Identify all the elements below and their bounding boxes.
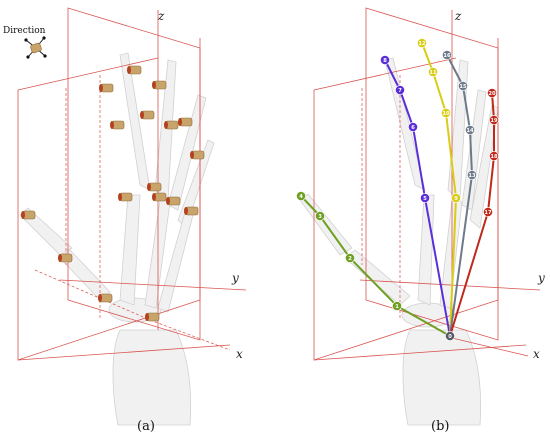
joint-label: 19: [490, 118, 498, 124]
imu-sensor-icon: [99, 83, 114, 93]
joint-label: 1: [395, 304, 399, 310]
joint-node-11: 11: [428, 67, 438, 77]
imu-sensor-icon: [98, 293, 113, 303]
imu-sensor-icon: [178, 117, 193, 127]
imu-sensor-icon: [152, 192, 167, 202]
axis-x-label-b: x: [533, 347, 540, 361]
imu-sensor-icon: [152, 80, 167, 90]
imu-sensor-icon: [147, 182, 162, 192]
sensor-markers-a: [21, 65, 205, 322]
joint-node-1: 1: [392, 301, 402, 311]
axis-z-label-b: z: [454, 9, 462, 23]
joint-label: 12: [418, 41, 426, 47]
imu-sensor-icon: [127, 65, 142, 75]
imu-sensor-icon: [184, 206, 199, 216]
joint-node-14: 14: [465, 125, 475, 135]
joint-label: 10: [442, 111, 450, 117]
joint-node-18: 18: [489, 151, 499, 161]
joint-label: 6: [411, 125, 415, 131]
joint-node-13: 13: [467, 170, 477, 180]
imu-sensor-icon: [21, 210, 36, 220]
joint-node-7: 7: [395, 85, 405, 95]
hand-skeleton-a: [19, 52, 215, 426]
joint-node-17: 17: [483, 207, 493, 217]
joint-node-16: 16: [442, 50, 452, 60]
imu-sensor-icon: [58, 253, 73, 263]
direction-label: Direction: [3, 26, 46, 36]
joint-label: 18: [490, 154, 498, 160]
joint-node-4: 4: [296, 191, 306, 201]
imu-sensor-icon: [164, 120, 179, 130]
frame-dashed-b: [361, 75, 401, 320]
joint-node-8: 8: [380, 55, 390, 65]
joint-label: 9: [454, 196, 458, 202]
joint-node-12: 12: [417, 38, 427, 48]
joint-label: 0: [448, 334, 452, 340]
imu-sensor-icon: [140, 110, 155, 120]
joint-label: 3: [318, 214, 322, 220]
imu-sensor-icon: [110, 120, 125, 130]
joint-node-2: 2: [345, 253, 355, 263]
joint-node-15: 15: [458, 81, 468, 91]
caption-b: (b): [431, 419, 449, 434]
joint-label: 7: [398, 88, 402, 94]
axis-y-label-b: y: [537, 271, 545, 285]
joint-label: 17: [484, 210, 492, 216]
joint-node-10: 10: [441, 108, 451, 118]
imu-sensor-icon: [118, 192, 133, 202]
axis-x-label-a: x: [236, 347, 243, 361]
joint-label: 2: [348, 256, 352, 262]
axis-y-label-a: y: [231, 271, 239, 285]
joint-label: 13: [468, 173, 476, 179]
direction-arrows-icon: [24, 36, 47, 59]
joint-label: 8: [383, 58, 387, 64]
joint-node-3: 3: [315, 211, 325, 221]
frame-dashed-a: [34, 75, 231, 351]
joint-label: 15: [459, 84, 467, 90]
joint-node-5: 5: [420, 193, 430, 203]
axis-z-label-a: z: [157, 9, 165, 23]
joint-label: 14: [466, 128, 474, 134]
joint-label: 16: [443, 53, 451, 59]
imu-sensor-icon: [190, 150, 205, 160]
imu-sensor-icon: [166, 196, 181, 206]
imu-sensor-icon: [145, 312, 160, 322]
joint-node-20: 20: [487, 88, 497, 98]
joint-node-9: 9: [451, 193, 461, 203]
caption-a: (a): [137, 419, 155, 434]
joint-node-6: 6: [408, 122, 418, 132]
frame-planes-a: [17, 7, 247, 361]
joint-label: 20: [488, 91, 496, 97]
joint-label: 5: [423, 196, 427, 202]
joint-node-0: 0: [445, 331, 455, 341]
joint-label: 4: [299, 194, 303, 200]
joint-label: 11: [429, 70, 437, 76]
joint-node-19: 19: [489, 115, 499, 125]
panel-a: z y x Direction (a): [3, 7, 247, 434]
